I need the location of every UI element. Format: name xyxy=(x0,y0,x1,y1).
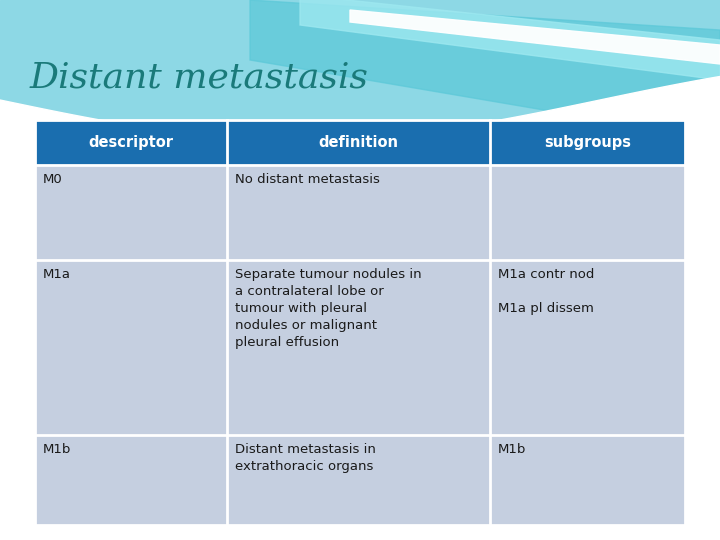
Text: descriptor: descriptor xyxy=(89,135,174,150)
Text: M1b: M1b xyxy=(43,443,71,456)
Polygon shape xyxy=(250,0,720,140)
Bar xyxy=(227,435,490,525)
Text: M1b: M1b xyxy=(498,443,526,456)
Bar xyxy=(35,435,227,525)
Polygon shape xyxy=(300,0,720,80)
Bar xyxy=(227,120,490,165)
Polygon shape xyxy=(350,10,720,64)
Bar xyxy=(0,160,720,540)
Bar xyxy=(490,260,685,435)
Bar xyxy=(490,120,685,165)
Text: subgroups: subgroups xyxy=(544,135,631,150)
Bar xyxy=(490,435,685,525)
Bar xyxy=(227,260,490,435)
Text: Distant metastasis: Distant metastasis xyxy=(30,61,369,95)
Bar xyxy=(0,0,720,160)
Text: M0: M0 xyxy=(43,173,63,186)
Bar xyxy=(35,120,685,525)
Text: Separate tumour nodules in
a contralateral lobe or
tumour with pleural
nodules o: Separate tumour nodules in a contralater… xyxy=(235,268,421,349)
Text: definition: definition xyxy=(318,135,398,150)
Text: No distant metastasis: No distant metastasis xyxy=(235,173,379,186)
Bar xyxy=(35,260,227,435)
Text: M1a: M1a xyxy=(43,268,71,281)
Bar xyxy=(35,120,227,165)
Bar xyxy=(490,165,685,260)
Text: Distant metastasis in
extrathoracic organs: Distant metastasis in extrathoracic orga… xyxy=(235,443,376,473)
Bar xyxy=(227,165,490,260)
Polygon shape xyxy=(0,77,720,540)
Text: M1a contr nod

M1a pl dissem: M1a contr nod M1a pl dissem xyxy=(498,268,595,315)
Bar xyxy=(35,165,227,260)
